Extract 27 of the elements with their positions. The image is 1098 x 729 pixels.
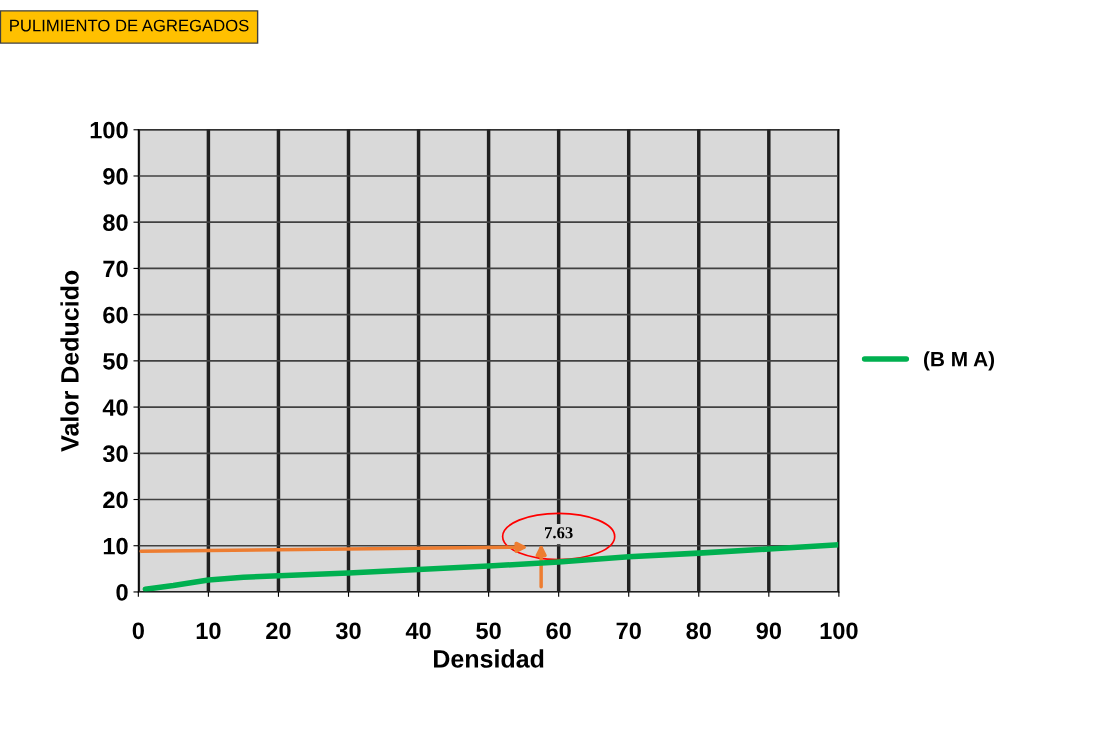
y-tick-label: 10: [103, 537, 128, 555]
y-tick-label: 60: [103, 306, 128, 324]
x-axis-title: Densidad: [434, 649, 544, 668]
x-tick-label: 20: [266, 622, 291, 640]
y-tick-label: 70: [103, 260, 128, 278]
y-tick-label: 90: [103, 168, 128, 185]
y-tick-label: 40: [102, 399, 128, 416]
annotation: 7.63: [545, 527, 573, 539]
x-tick-label: 70: [616, 622, 641, 640]
y-tick-label: 80: [103, 214, 128, 231]
x-tick-label: 30: [335, 622, 361, 640]
y-tick-label: 50: [103, 352, 128, 370]
x-tick-label: 60: [546, 622, 571, 640]
chart-title: PULIMIENTO DE AGREGADOS: [10, 19, 249, 32]
y-tick-label: 20: [103, 491, 128, 509]
y-tick-label: 100: [90, 121, 128, 139]
y-axis-title: Valor Deducido: [60, 270, 79, 452]
y-tick-label: 0: [116, 584, 128, 601]
x-tick-label: 100: [820, 622, 858, 640]
x-tick-label: 90: [756, 622, 781, 640]
x-tick-label: 80: [686, 622, 711, 640]
x-tick-label: 50: [476, 622, 501, 640]
x-tick-label: 40: [405, 622, 431, 640]
y-tick-label: 30: [102, 445, 128, 463]
x-tick-label: 10: [196, 622, 221, 640]
x-tick-label: 0: [132, 622, 144, 640]
legend-label: (B M A): [924, 351, 995, 371]
